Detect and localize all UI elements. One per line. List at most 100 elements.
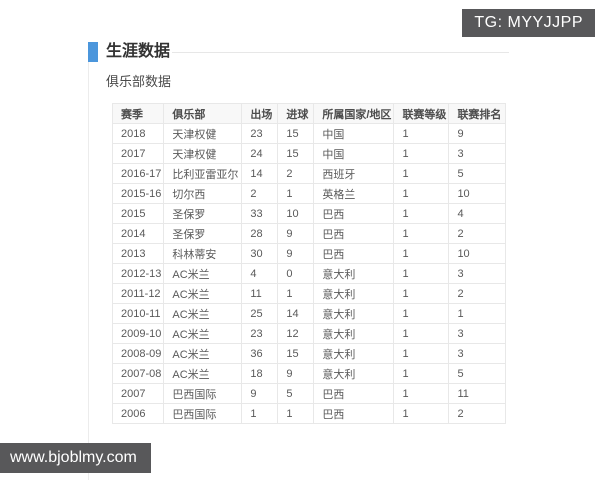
table-cell: 24 [241,143,279,164]
table-cell: 11 [241,283,279,304]
table-cell: 1 [393,363,450,384]
table-cell: 2013 [111,243,165,264]
table-cell: 15 [277,343,315,364]
table-cell: 中国 [313,123,395,144]
table-cell: 14 [277,303,315,324]
table-row: 2015 圣保罗 33 10 巴西 1 4 [111,203,507,224]
table-cell: 2 [448,283,507,304]
table-cell: 意大利 [313,363,395,384]
table-cell: 1 [393,283,450,304]
table-cell: 2017 [111,143,165,164]
table-head: 赛季 俱乐部 出场 进球 所属国家/地区 联赛等级 联赛排名 [111,103,507,124]
table-cell: AC米兰 [163,283,243,304]
table-cell: 1 [277,283,315,304]
table-cell: 3 [448,323,507,344]
table-cell: AC米兰 [163,303,243,324]
table-cell: 巴西 [313,243,395,264]
table-cell: 5 [448,163,507,184]
table-cell: 4 [241,263,279,284]
table-cell: 2010-11 [111,303,165,324]
table-cell: 巴西 [313,403,395,424]
watermark-top-right: TG: MYYJJPP [462,9,595,37]
column-header: 赛季 [111,103,165,124]
table-header-row: 赛季 俱乐部 出场 进球 所属国家/地区 联赛等级 联赛排名 [111,103,507,124]
table-cell: 圣保罗 [163,203,243,224]
section-header-divider [172,52,509,53]
table-row: 2018 天津权健 23 15 中国 1 9 [111,123,507,144]
table-row: 2006 巴西国际 1 1 巴西 1 2 [111,403,507,424]
table-cell: AC米兰 [163,263,243,284]
table-cell: 西班牙 [313,163,395,184]
table-cell: 1 [393,143,450,164]
table-cell: 0 [277,263,315,284]
table-cell: 15 [277,143,315,164]
table-cell: 意大利 [313,323,395,344]
table-cell: 切尔西 [163,183,243,204]
table-cell: 1 [393,243,450,264]
column-header: 出场 [241,103,279,124]
table-cell: 2007-08 [111,363,165,384]
subsection-title: 俱乐部数据 [106,74,172,89]
section-header: 生涯数据 [88,42,170,62]
table-cell: 科林蒂安 [163,243,243,264]
club-stats-table: 赛季 俱乐部 出场 进球 所属国家/地区 联赛等级 联赛排名 2018 天津权健 23 15 中国 1… [111,103,507,424]
table-row: 2017 天津权健 24 15 中国 1 3 [111,143,507,164]
table-cell: 23 [241,323,279,344]
table-cell: 36 [241,343,279,364]
table-cell: 1 [277,403,315,424]
table-row: 2016-17 比利亚雷亚尔 14 2 西班牙 1 5 [111,163,507,184]
table-cell: 意大利 [313,263,395,284]
table-row: 2011-12 AC米兰 11 1 意大利 1 2 [111,283,507,304]
table-cell: 英格兰 [313,183,395,204]
table-cell: 1 [448,303,507,324]
table-cell: 2011-12 [111,283,165,304]
table-cell: 9 [277,363,315,384]
column-header: 联赛等级 [393,103,450,124]
table-cell: 10 [448,183,507,204]
section-marker-icon [88,42,98,62]
table-cell: 3 [448,263,507,284]
table-cell: 2015 [111,203,165,224]
table-row: 2013 科林蒂安 30 9 巴西 1 10 [111,243,507,264]
table-cell: 巴西 [313,203,395,224]
table-row: 2014 圣保罗 28 9 巴西 1 2 [111,223,507,244]
table-cell: AC米兰 [163,323,243,344]
table-cell: 巴西国际 [163,383,243,404]
table-cell: 28 [241,223,279,244]
table-cell: 1 [393,183,450,204]
table-cell: 18 [241,363,279,384]
table-row: 2015-16 切尔西 2 1 英格兰 1 10 [111,183,507,204]
watermark-bottom-left: www.bjoblmy.com [0,443,151,473]
table-cell: 3 [448,343,507,364]
table-cell: 14 [241,163,279,184]
table-cell: 11 [448,383,507,404]
table-cell: 巴西 [313,223,395,244]
table-cell: 9 [277,223,315,244]
column-header: 联赛排名 [448,103,507,124]
table-cell: 巴西国际 [163,403,243,424]
table-cell: 2012-13 [111,263,165,284]
table-cell: 2008-09 [111,343,165,364]
table-cell: 1 [277,183,315,204]
table-row: 2007 巴西国际 9 5 巴西 1 11 [111,383,507,404]
table-cell: 1 [393,163,450,184]
column-header: 所属国家/地区 [313,103,395,124]
table-cell: 5 [277,383,315,404]
table-cell: 1 [393,383,450,404]
table-cell: 1 [393,263,450,284]
column-header: 进球 [277,103,315,124]
table-cell: 2014 [111,223,165,244]
table-row: 2009-10 AC米兰 23 12 意大利 1 3 [111,323,507,344]
table-body: 2018 天津权健 23 15 中国 1 9 2017 天津权健 24 15 中国 1 3 2016-17 比… [111,123,507,424]
table-cell: AC米兰 [163,363,243,384]
table-cell: 5 [448,363,507,384]
table-row: 2012-13 AC米兰 4 0 意大利 1 3 [111,263,507,284]
table-cell: 3 [448,143,507,164]
table-cell: 意大利 [313,283,395,304]
table-cell: 1 [393,223,450,244]
table-cell: 2007 [111,383,165,404]
table-cell: 15 [277,123,315,144]
table-cell: 意大利 [313,343,395,364]
table-cell: 天津权健 [163,143,243,164]
table-cell: 4 [448,203,507,224]
